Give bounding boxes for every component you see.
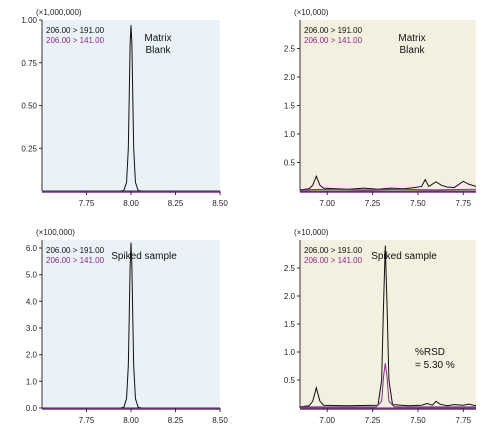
legend-entry: 206.00 > 141.00 (304, 256, 363, 265)
y-tick-label: 2.0 (284, 73, 296, 82)
legend-entry: 206.00 > 191.00 (46, 26, 105, 35)
chart-panel-4: 0.5 1.0 1.5 2.0 2.5 7.00 7.25 7.50 7.75 (×10,000)… (284, 228, 476, 425)
trace-191 (300, 245, 476, 408)
y-tick-label: 0.50 (21, 102, 37, 111)
x-tick-label: 7.25 (365, 199, 381, 208)
x-tick-label: 8.50 (212, 199, 228, 208)
y-tick-label: 1.00 (21, 16, 37, 25)
chart-panel-1: 0.25 0.50 0.75 1.00 7.75 8.00 8.25 8.50 (×1,000,… (21, 8, 228, 208)
y-multiplier-label: (×100,000) (36, 228, 75, 237)
x-tick-label: 8.00 (123, 199, 139, 208)
trace-191 (42, 242, 220, 408)
y-tick-label: 5.0 (26, 271, 38, 280)
chart-panel-3: 0.0 1.0 2.0 3.0 4.0 5.0 6.0 7.75 8.00 8.25 8.50 (×1… (26, 228, 228, 425)
y-tick-label: 3.0 (26, 324, 38, 333)
x-tick-label: 8.25 (168, 199, 184, 208)
y-multiplier-label: (×1,000,000) (36, 8, 82, 17)
panel-annotation: Blank (399, 45, 425, 56)
rsd-annotation: = 5.30 % (415, 360, 455, 371)
y-tick-label: 2.5 (284, 45, 296, 54)
panel-annotation: Matrix (398, 33, 425, 44)
chart-panel-2: 0.5 1.0 1.5 2.0 2.5 7.00 7.25 7.50 7.75 (×10,000)… (284, 8, 476, 208)
panel-annotation: Blank (145, 45, 171, 56)
y-tick-label: 0.25 (21, 144, 37, 153)
trace-191 (42, 25, 220, 191)
x-tick-label: 8.25 (168, 416, 184, 425)
x-tick-label: 7.25 (365, 416, 381, 425)
y-tick-label: 2.5 (284, 264, 296, 273)
y-tick-label: 0.75 (21, 59, 37, 68)
panel-annotation: Spiked sample (111, 251, 177, 262)
y-tick-label: 6.0 (26, 244, 38, 253)
legend-entry: 206.00 > 191.00 (304, 246, 363, 255)
legend-entry: 206.00 > 191.00 (46, 246, 105, 255)
y-tick-label: 1.5 (284, 320, 296, 329)
legend-entry: 206.00 > 141.00 (46, 36, 105, 45)
y-tick-label: 0.5 (284, 376, 296, 385)
panel-annotation: Spiked sample (371, 251, 437, 262)
y-tick-label: 1.0 (26, 377, 38, 386)
rsd-annotation: %RSD (415, 347, 445, 358)
x-tick-label: 7.00 (319, 416, 335, 425)
panel-annotation: Matrix (144, 33, 171, 44)
plot-background (300, 20, 476, 191)
y-multiplier-label: (×10,000) (294, 8, 329, 17)
y-tick-label: 1.0 (284, 130, 296, 139)
legend-entry: 206.00 > 191.00 (304, 26, 363, 35)
y-tick-label: 2.0 (284, 292, 296, 301)
y-tick-label: 2.0 (26, 351, 38, 360)
x-tick-label: 7.75 (79, 199, 95, 208)
x-tick-label: 7.75 (456, 416, 472, 425)
legend-entry: 206.00 > 141.00 (46, 256, 105, 265)
plot-background (42, 240, 220, 408)
x-tick-label: 7.50 (410, 199, 426, 208)
x-tick-label: 7.75 (79, 416, 95, 425)
y-tick-label: 1.5 (284, 102, 296, 111)
y-multiplier-label: (×10,000) (294, 228, 329, 237)
x-tick-label: 7.00 (319, 199, 335, 208)
x-tick-label: 7.75 (456, 199, 472, 208)
x-tick-label: 7.50 (410, 416, 426, 425)
y-tick-label: 0.5 (284, 159, 296, 168)
y-tick-label: 4.0 (26, 297, 38, 306)
trace-191 (300, 174, 476, 191)
y-tick-label: 0.0 (26, 404, 38, 413)
trace-141 (300, 363, 476, 408)
x-tick-label: 8.00 (123, 416, 139, 425)
trace-141 (300, 188, 476, 191)
plot-background (42, 20, 220, 191)
x-tick-label: 8.50 (212, 416, 228, 425)
legend-entry: 206.00 > 141.00 (304, 36, 363, 45)
y-tick-label: 1.0 (284, 348, 296, 357)
